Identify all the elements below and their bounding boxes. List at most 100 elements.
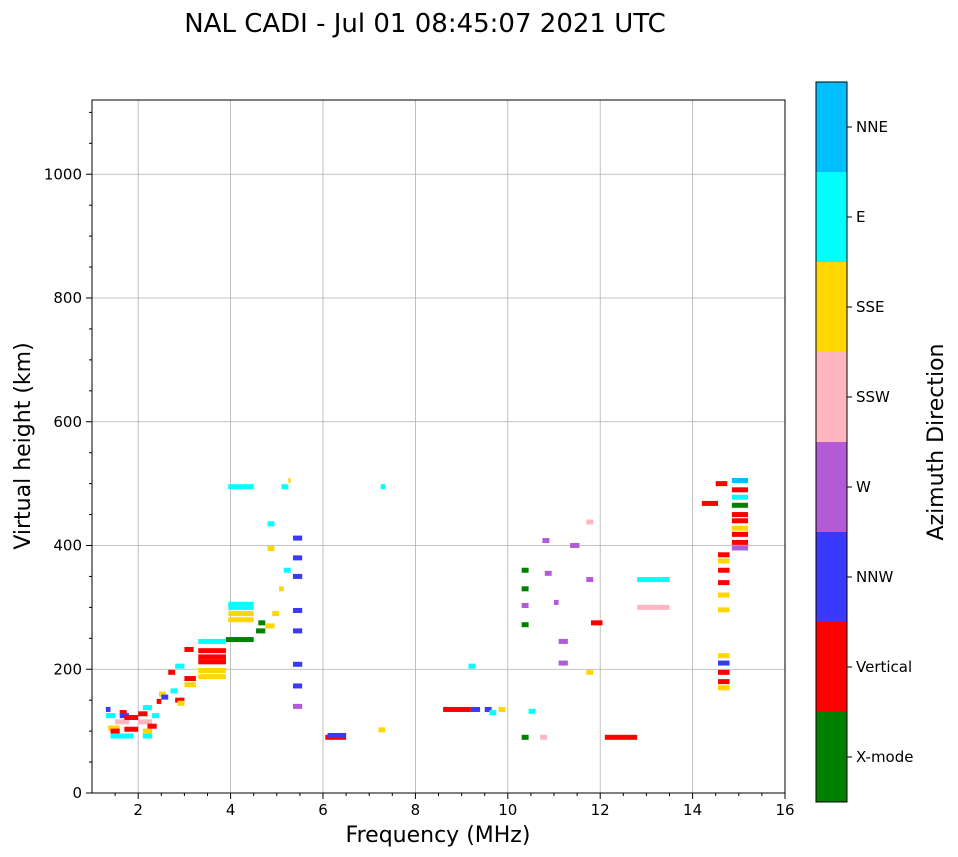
echo-point: [718, 552, 730, 558]
echo-point: [718, 685, 730, 691]
echo-point: [105, 706, 111, 712]
echo-point: [170, 688, 178, 694]
echo-point: [292, 703, 303, 709]
echo-point: [175, 663, 185, 669]
echo-point: [152, 713, 159, 719]
colorbar-swatch: [816, 352, 847, 442]
echo-point: [198, 667, 226, 673]
x-tick-label: 14: [683, 801, 702, 819]
echo-point: [177, 700, 185, 706]
grid: [92, 100, 785, 793]
echo-point: [138, 711, 148, 717]
x-tick-label: 8: [411, 801, 421, 819]
echo-point: [718, 580, 730, 586]
echo-point: [156, 698, 162, 704]
echo-point: [283, 567, 291, 573]
echo-point: [142, 705, 153, 711]
echo-point: [228, 611, 254, 617]
echo-point: [498, 706, 506, 712]
colorbar-tick-label: SSW: [856, 388, 890, 406]
y-axis: 0 200 400 600 800 1000: [44, 111, 92, 802]
echo-point: [558, 638, 568, 644]
echo-point: [292, 555, 303, 561]
echo-point: [715, 481, 728, 487]
echo-point: [142, 728, 153, 734]
colorbar-swatch: [816, 712, 847, 802]
echo-point: [228, 484, 254, 490]
colorbar-label: Azimuth Direction: [924, 343, 949, 540]
echo-point: [168, 669, 176, 675]
colorbar-swatch: [816, 442, 847, 532]
echo-point: [228, 601, 254, 607]
echo-point: [544, 570, 552, 576]
echo-point: [586, 519, 594, 525]
echo-point: [225, 637, 254, 643]
y-tick-label: 0: [72, 784, 82, 802]
echo-point: [731, 539, 749, 545]
echo-point: [158, 691, 166, 697]
echo-point: [292, 628, 303, 634]
echo-point: [586, 577, 594, 583]
echo-point: [718, 607, 730, 613]
echo-point: [731, 494, 749, 500]
echo-point: [718, 567, 730, 573]
echo-point: [142, 733, 153, 739]
echo-point: [265, 623, 275, 629]
data-points: [105, 478, 749, 740]
echo-point: [147, 723, 157, 729]
echo-point: [380, 484, 386, 490]
echo-point: [292, 573, 303, 579]
x-tick-label: 2: [133, 801, 143, 819]
echo-point: [198, 654, 226, 660]
echo-point: [542, 538, 550, 544]
echo-point: [570, 543, 580, 548]
echo-point: [468, 663, 476, 669]
echo-point: [198, 674, 226, 680]
echo-point: [115, 719, 129, 725]
echo-point: [198, 638, 226, 644]
echo-point: [110, 733, 134, 739]
chart-title: NAL CADI - Jul 01 08:45:07 2021 UTC: [184, 9, 666, 39]
echo-point: [184, 682, 196, 688]
echo-point: [124, 715, 139, 721]
echo-point: [184, 646, 194, 652]
echo-point: [267, 521, 275, 527]
echo-point: [258, 620, 266, 626]
echo-point: [228, 604, 254, 610]
colorbar-swatch: [816, 82, 847, 172]
colorbar-swatch: [816, 262, 847, 352]
echo-point: [604, 734, 638, 740]
echo-point: [272, 611, 280, 617]
echo-point: [281, 484, 289, 490]
colorbar-tick-label: Vertical: [856, 658, 912, 676]
echo-point: [731, 531, 749, 537]
echo-point: [731, 545, 749, 551]
y-tick-label: 200: [53, 660, 82, 678]
x-tick-label: 16: [775, 801, 794, 819]
colorbar-swatch: [816, 622, 847, 712]
echo-point: [718, 558, 730, 564]
echo-point: [267, 546, 275, 552]
y-tick-label: 600: [53, 413, 82, 431]
colorbar-tick-label: W: [856, 478, 871, 496]
echo-point: [327, 732, 347, 738]
echo-point: [521, 734, 529, 740]
x-axis-label: Frequency (MHz): [346, 823, 531, 848]
echo-point: [228, 617, 254, 623]
echo-point: [558, 660, 568, 666]
echo-point: [718, 679, 730, 685]
echo-point: [521, 603, 529, 609]
y-tick-label: 400: [53, 537, 82, 555]
y-tick-label: 800: [53, 289, 82, 307]
echo-point: [489, 710, 497, 716]
x-tick-label: 12: [591, 801, 610, 819]
echo-point: [718, 653, 730, 659]
echo-point: [105, 713, 116, 719]
echo-point: [110, 728, 120, 734]
echo-point: [731, 512, 749, 518]
colorbar-tick-label: NNW: [856, 568, 893, 586]
echo-point: [484, 706, 492, 712]
x-tick-label: 4: [226, 801, 236, 819]
x-tick-label: 6: [318, 801, 328, 819]
echo-point: [198, 659, 226, 665]
